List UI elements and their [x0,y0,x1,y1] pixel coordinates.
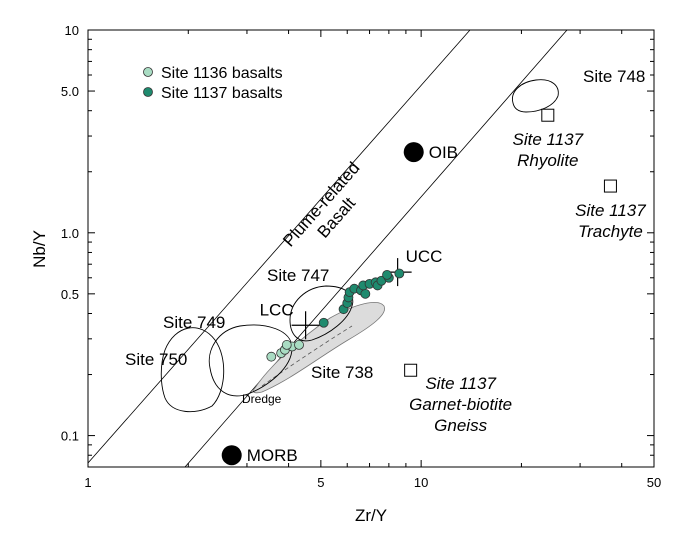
data-point-series-1 [266,351,277,362]
field-label-site-749: Site 749 [163,313,225,332]
band-label: Plume-related Basalt [279,158,363,250]
site-748-field [512,79,559,113]
field-label-site-738: Site 738 [311,363,373,382]
plot-frame [87,29,655,468]
y-tick-label: 0.1 [61,429,79,444]
legend-label-site-1137: Site 1137 basalts [161,85,283,102]
sample-label-line: Site 1137 [513,130,584,149]
reference-point-morb [221,445,242,466]
data-point-series-1 [281,340,292,350]
sample-points: Site 1137 Rhyolite Site 1137 Trachyte Site 1… [404,108,646,435]
reference-point-oib [403,142,424,163]
reference-label-ucc: UCC [406,247,443,266]
legend: Site 1136 basalts Site 1137 basalts [143,65,283,102]
dredge-field [252,302,385,394]
y-tick-label: 0.5 [61,287,79,302]
site-747-field [289,285,354,342]
x-tick-label: 50 [647,475,661,490]
data-point-series-2 [360,288,371,299]
reference-point-lcc [291,311,320,340]
data-point-series-2 [394,268,405,279]
x-tick-label: 10 [414,475,428,490]
sample-label-line: Garnet-biotite [409,395,512,414]
data-point-series-2 [318,317,329,328]
dredge-dashed-trend [261,325,353,387]
x-axis-tick-labels: 1 5 10 50 [84,475,661,490]
sample-marker [404,363,418,377]
band-line-upper [88,30,471,464]
field-label-site-750: Site 750 [125,350,187,369]
axis-ticks [87,29,655,468]
data-points [266,268,405,362]
y-tick-label: 1.0 [61,226,79,241]
y-axis-tick-labels: 0.1 0.5 1.0 5.0 10 [61,23,79,444]
reference-label-lcc: LCC [260,300,294,319]
x-tick-label: 5 [317,475,324,490]
x-axis-label: Zr/Y [355,506,387,525]
sample-label-line: Trachyte [578,222,643,241]
legend-marker-site-1137 [143,87,153,97]
sample-marker [541,108,555,122]
sample-label-line: Gneiss [434,416,487,435]
site-750-field [160,327,225,413]
data-point-series-2 [382,269,392,280]
reference-label-oib: OIB [429,143,458,162]
x-tick-label: 1 [84,475,91,490]
y-axis-label: Nb/Y [30,230,49,268]
sample-label-line: Site 1137 [575,201,646,220]
sample-label-line: Rhyolite [517,151,578,170]
legend-label-site-1136: Site 1136 basalts [161,65,283,82]
sample-marker [603,179,617,193]
field-label-dredge: Dredge [242,392,282,406]
y-tick-label: 5.0 [61,84,79,99]
legend-marker-site-1136 [143,67,153,77]
reference-label-morb: MORB [247,446,298,465]
sample-label-line: Site 1137 [425,374,496,393]
field-label-site-747: Site 747 [267,266,329,285]
y-tick-label: 10 [65,23,79,38]
field-label-site-748: Site 748 [583,67,645,86]
data-point-series-1 [294,340,304,350]
